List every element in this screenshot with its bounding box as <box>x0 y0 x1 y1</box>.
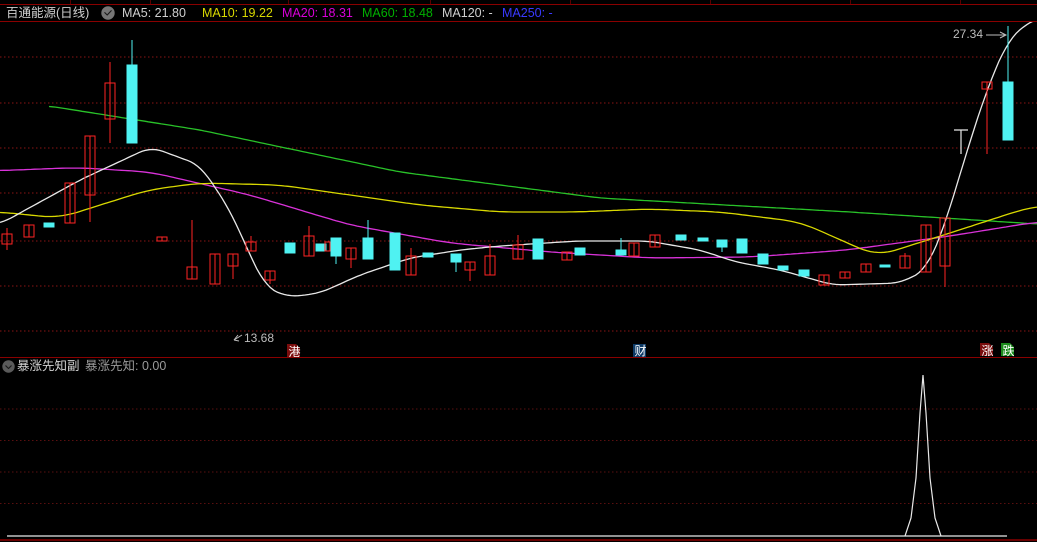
svg-text:跌: 跌 <box>1003 343 1015 358</box>
svg-text:财: 财 <box>635 344 647 358</box>
svg-text:涨: 涨 <box>982 343 994 358</box>
